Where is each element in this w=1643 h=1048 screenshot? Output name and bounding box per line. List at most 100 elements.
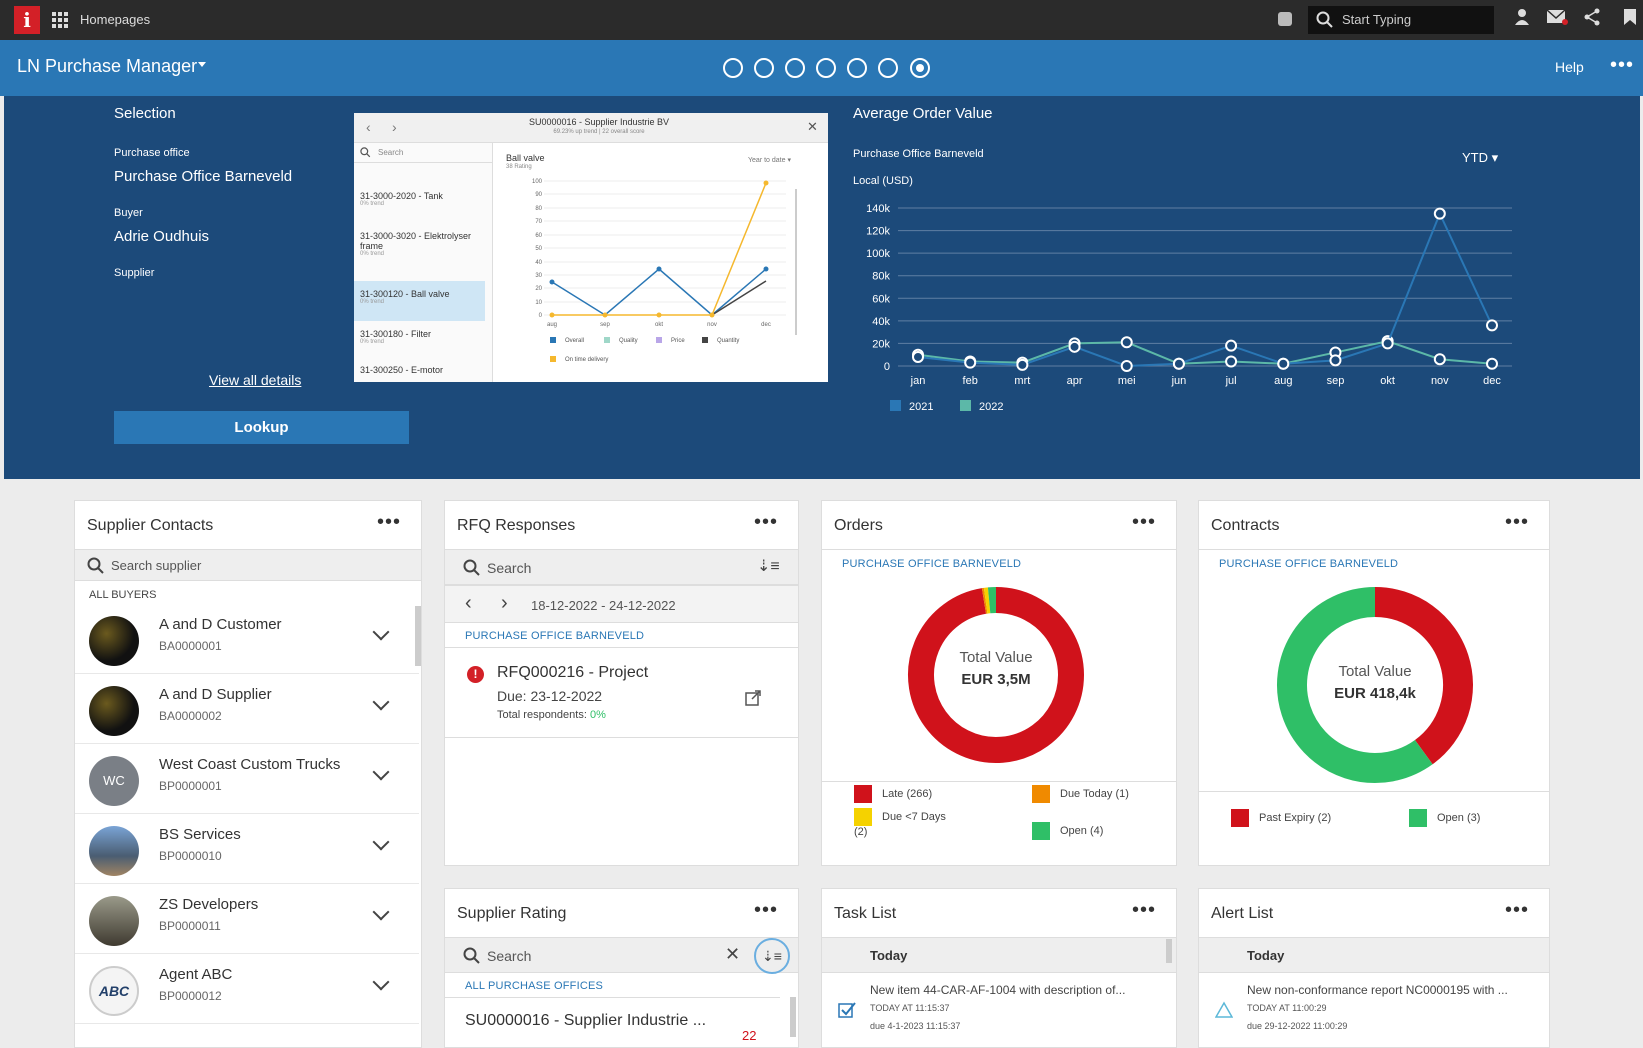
preview-list-item[interactable]: 31-300180 - Filter 0% trend	[360, 329, 486, 345]
contracts-donut-chart[interactable]	[1275, 585, 1475, 785]
contacts-scrollbar[interactable]	[415, 606, 421, 666]
page-indicator-7-active[interactable]	[910, 58, 930, 78]
header-more-icon[interactable]: •••	[1610, 54, 1635, 76]
data-point-2022[interactable]	[1433, 353, 1446, 366]
preview-close-icon[interactable]: ✕	[807, 119, 818, 134]
lookup-button[interactable]: Lookup	[114, 411, 409, 444]
record-icon[interactable]	[1278, 12, 1292, 26]
legend-due-today[interactable]: Due Today (1)	[1060, 788, 1129, 800]
contact-row[interactable]: A and D Supplier BA0000002	[75, 674, 419, 744]
supplier-search-input[interactable]: Search supplier	[75, 549, 421, 581]
data-point-2021[interactable]	[912, 350, 924, 363]
clear-search-icon[interactable]: ✕	[725, 944, 741, 964]
rfq-search-input[interactable]: Search ⇣≡	[445, 549, 798, 585]
page-indicator-6[interactable]	[878, 58, 898, 78]
legend-contract-open[interactable]: Open (3)	[1437, 812, 1481, 824]
chevron-down-icon[interactable]	[372, 903, 390, 921]
orders-donut-chart[interactable]	[906, 585, 1086, 765]
legend-due7[interactable]: Due <7 Days	[882, 811, 946, 823]
rating-item[interactable]: SU0000016 - Supplier Industrie ... 22	[445, 997, 780, 1047]
rfq-item[interactable]: ! RFQ000216 - Project Due: 23-12-2022 To…	[445, 648, 798, 738]
rfq-more-icon[interactable]: •••	[753, 511, 778, 533]
supplier-contacts-more-icon[interactable]: •••	[376, 511, 401, 533]
infor-logo[interactable]: i	[14, 6, 40, 34]
data-point-2022[interactable]	[1486, 357, 1498, 370]
bookmark-icon[interactable]	[1618, 8, 1642, 32]
legend-late[interactable]: Late (266)	[882, 788, 933, 800]
data-point-2022[interactable]	[1225, 355, 1238, 368]
donut-slice-past-expiry[interactable]	[1374, 587, 1473, 765]
data-point-2021[interactable]	[1068, 340, 1081, 353]
page-indicator-4[interactable]	[816, 58, 836, 78]
buyer-value[interactable]: Adrie Oudhuis	[114, 228, 210, 245]
data-point-2021[interactable]	[1277, 357, 1290, 370]
contact-row[interactable]: A and D Customer BA0000001	[75, 604, 419, 674]
app-menu-caret-icon[interactable]	[198, 62, 206, 67]
task-item[interactable]: New item 44-CAR-AF-1004 with description…	[822, 973, 1162, 1047]
data-point-2021[interactable]	[1433, 207, 1446, 220]
data-point-2021[interactable]	[1120, 360, 1133, 372]
sort-icon[interactable]: ⇣≡	[754, 938, 790, 974]
data-point-2021[interactable]	[964, 356, 977, 369]
help-link[interactable]: Help	[1555, 59, 1584, 75]
preview-back-icon[interactable]: ‹	[366, 119, 371, 135]
preview-list-item-selected[interactable]: 31-300120 - Ball valve 0% trend	[360, 289, 486, 305]
supplier-preview-card[interactable]: ‹ › SU0000016 - Supplier Industrie BV 69…	[354, 113, 828, 382]
page-indicator-5[interactable]	[847, 58, 867, 78]
app-grid-icon[interactable]	[52, 12, 68, 28]
rating-scrollbar[interactable]	[790, 997, 796, 1037]
alert-item[interactable]: New non-conformance report NC0000195 wit…	[1199, 973, 1549, 1047]
open-external-icon[interactable]	[745, 690, 761, 706]
legend-open[interactable]: Open (4)	[1060, 825, 1104, 837]
preview-search[interactable]: Search	[354, 143, 493, 163]
legend-label-2021[interactable]: 2021	[909, 401, 933, 413]
app-title[interactable]: LN Purchase Manager	[17, 56, 198, 76]
task-checkbox-icon[interactable]	[838, 1001, 856, 1019]
legend-past-expiry[interactable]: Past Expiry (2)	[1259, 812, 1332, 824]
data-point-2021[interactable]	[1016, 358, 1029, 371]
next-week-icon[interactable]: ›	[501, 592, 508, 614]
page-indicator-1[interactable]	[723, 58, 743, 78]
data-point-2021[interactable]	[1329, 354, 1342, 367]
homepages-link[interactable]: Homepages	[80, 12, 151, 27]
contact-row[interactable]: ZS Developers BP0000011	[75, 884, 419, 954]
chevron-down-icon[interactable]	[372, 623, 390, 641]
contact-row[interactable]: BS Services BP0000010	[75, 814, 419, 884]
supplier-rating-more-icon[interactable]: •••	[753, 899, 778, 921]
aov-period-dropdown[interactable]: YTD ▾	[1462, 150, 1499, 165]
prev-week-icon[interactable]: ‹	[465, 592, 472, 614]
mail-icon[interactable]	[1545, 8, 1569, 32]
preview-period-dropdown[interactable]: Year to date ▾	[748, 157, 791, 164]
page-indicator-2[interactable]	[754, 58, 774, 78]
contact-row[interactable]: ABC Agent ABC BP0000012	[75, 954, 419, 1024]
data-point-2021[interactable]	[1486, 319, 1498, 332]
contact-row[interactable]: WC West Coast Custom Trucks BP0000001	[75, 744, 419, 814]
preview-list-item[interactable]: 31-300250 - E-motor	[360, 365, 486, 375]
sort-icon[interactable]: ⇣≡	[757, 558, 780, 575]
orders-more-icon[interactable]: •••	[1131, 511, 1156, 533]
contracts-more-icon[interactable]: •••	[1504, 511, 1529, 533]
chevron-down-icon[interactable]	[372, 763, 390, 781]
preview-list-item[interactable]: 31-3000-3020 - Elektrolyser frame 0% tren…	[360, 231, 486, 257]
page-indicator-3[interactable]	[785, 58, 805, 78]
rating-search-input[interactable]: Search ✕ ⇣≡	[445, 937, 798, 974]
preview-list-item[interactable]: 31-3000-2020 - Tank 0% trend	[360, 191, 486, 207]
data-point-2022[interactable]	[1120, 336, 1133, 349]
chevron-down-icon[interactable]	[372, 973, 390, 991]
data-point-2021[interactable]	[1172, 357, 1185, 370]
task-scrollbar[interactable]	[1166, 939, 1172, 963]
chevron-down-icon[interactable]	[372, 693, 390, 711]
purchase-office-value[interactable]: Purchase Office Barneveld	[114, 168, 293, 185]
data-point-2021[interactable]	[1225, 339, 1238, 352]
global-search-input[interactable]: Start Typing	[1308, 6, 1494, 34]
chevron-down-icon[interactable]	[372, 833, 390, 851]
donut-slice-late[interactable]	[908, 587, 1084, 763]
donut-slice-open[interactable]	[1277, 587, 1433, 783]
task-list-more-icon[interactable]: •••	[1131, 899, 1156, 921]
preview-forward-icon[interactable]: ›	[392, 119, 397, 135]
user-icon[interactable]	[1510, 8, 1534, 32]
share-icon[interactable]	[1580, 8, 1604, 32]
alert-list-more-icon[interactable]: •••	[1504, 899, 1529, 921]
view-all-details-link[interactable]: View all details	[209, 372, 302, 388]
legend-label-2022[interactable]: 2022	[979, 401, 1003, 413]
